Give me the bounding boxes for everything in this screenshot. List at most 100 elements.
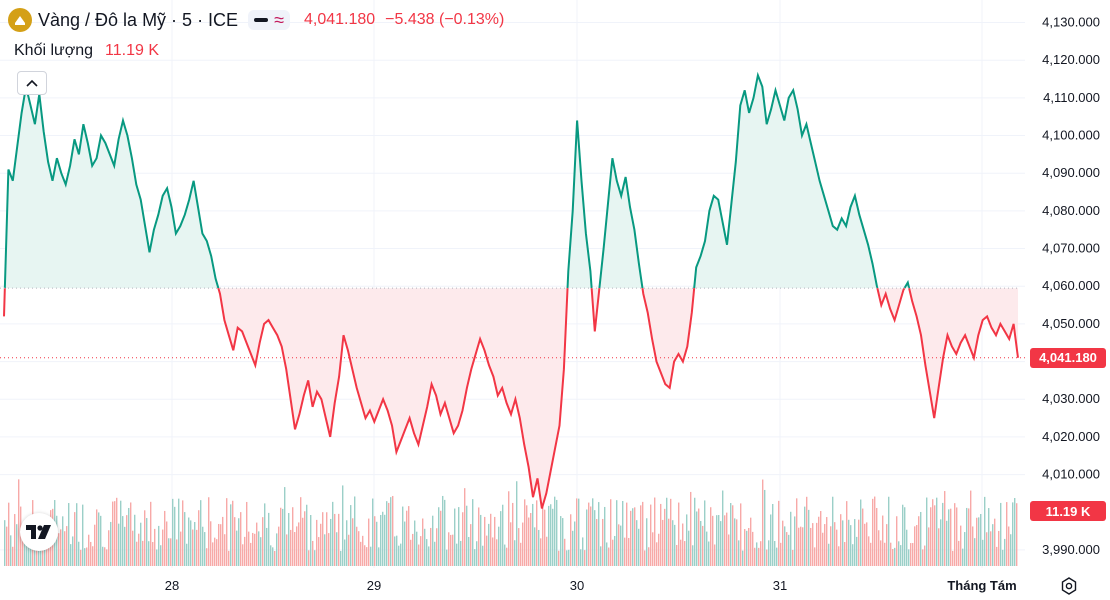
- volume-bar: [532, 503, 534, 566]
- volume-bar: [1016, 503, 1018, 566]
- volume-bar: [400, 543, 402, 566]
- volume-bar: [862, 508, 864, 566]
- volume-bar: [666, 497, 668, 566]
- volume-bar: [472, 499, 474, 566]
- volume-bar: [922, 549, 924, 566]
- volume-bar: [278, 526, 280, 566]
- volume-bar: [214, 537, 216, 566]
- volume-bar: [430, 527, 432, 566]
- volume-bar: [942, 502, 944, 566]
- volume-bar: [712, 515, 714, 566]
- volume-bar: [1006, 502, 1008, 566]
- volume-bar: [82, 504, 84, 566]
- volume-bar: [780, 542, 782, 566]
- volume-bar: [428, 546, 430, 566]
- volume-bar: [250, 542, 252, 566]
- volume-bar: [646, 518, 648, 566]
- volume-bar: [960, 525, 962, 566]
- volume-bar: [668, 518, 670, 566]
- volume-bar: [234, 517, 236, 566]
- volume-bar: [1004, 538, 1006, 566]
- volume-bar: [528, 517, 530, 566]
- volume-bar: [56, 515, 58, 566]
- volume-bar: [332, 501, 334, 566]
- volume-bar: [294, 532, 296, 566]
- volume-bar: [914, 526, 916, 566]
- volume-bar: [420, 536, 422, 566]
- settings-icon[interactable]: [1059, 576, 1079, 596]
- time-axis[interactable]: 28 29 30 31 Tháng Tám: [165, 578, 1017, 593]
- volume-label[interactable]: Khối lượng: [14, 42, 94, 59]
- volume-bar: [926, 497, 928, 566]
- volume-bar: [944, 491, 946, 566]
- price-line-up: [3, 71, 911, 289]
- volume-bar: [556, 499, 558, 566]
- volume-bar: [238, 518, 240, 566]
- volume-bar: [136, 541, 138, 566]
- volume-bar: [230, 504, 232, 566]
- volume-bar: [466, 505, 468, 566]
- volume-bar: [468, 537, 470, 566]
- volume-bar: [670, 498, 672, 566]
- volume-bar: [130, 502, 132, 566]
- volume-bar: [280, 507, 282, 566]
- volume-bar: [576, 498, 578, 566]
- volume-bar: [996, 546, 998, 566]
- y-tick-label: 4,020.000: [1042, 429, 1100, 444]
- volume-bar: [216, 539, 218, 566]
- y-tick-label: 4,030.000: [1042, 391, 1100, 406]
- volume-bar: [924, 545, 926, 566]
- symbol-title[interactable]: Vàng / Đô la Mỹ · 5 · ICE: [38, 9, 239, 30]
- volume-bar: [240, 512, 242, 566]
- y-tick-label: 4,060.000: [1042, 278, 1100, 293]
- gold-coin-icon: [8, 8, 32, 32]
- volume-bar: [816, 522, 818, 566]
- volume-bar: [176, 539, 178, 566]
- y-tick-label: 4,100.000: [1042, 128, 1100, 143]
- volume-bar: [380, 514, 382, 566]
- volume-bar: [628, 537, 630, 566]
- volume-bar: [426, 539, 428, 566]
- volume-bar: [790, 511, 792, 566]
- volume-bar: [750, 517, 752, 566]
- volume-bar: [882, 515, 884, 566]
- volume-bar: [952, 550, 954, 566]
- collapse-legend-button[interactable]: [17, 71, 47, 95]
- volume-bar: [292, 507, 294, 566]
- fill-above-baseline: [4, 75, 1018, 289]
- volume-bar: [826, 517, 828, 566]
- volume-bar: [650, 504, 652, 566]
- volume-bar: [544, 509, 546, 566]
- volume-bar: [326, 512, 328, 566]
- volume-bar: [610, 499, 612, 566]
- volume-bar: [202, 526, 204, 566]
- volume-bar: [490, 513, 492, 566]
- volume-bar: [322, 512, 324, 566]
- price-line-down: [3, 288, 1019, 509]
- volume-bar: [264, 503, 266, 566]
- volume-bar: [932, 499, 934, 566]
- volume-bar: [260, 537, 262, 566]
- wave-icon: ≈: [274, 10, 284, 30]
- volume-bar: [662, 519, 664, 566]
- volume-bar: [64, 531, 66, 566]
- volume-bar: [312, 540, 314, 566]
- volume-bar: [546, 536, 548, 566]
- volume-bar: [170, 538, 172, 566]
- chart-style-chip[interactable]: ≈: [248, 10, 290, 30]
- price-change-value: −5.438 (−0.13%): [385, 11, 505, 28]
- volume-bar: [648, 547, 650, 566]
- volume-bar: [848, 519, 850, 566]
- tradingview-logo-icon[interactable]: [20, 513, 58, 551]
- volume-bar: [1008, 526, 1010, 566]
- volume-bar: [798, 527, 800, 566]
- volume-bar: [706, 531, 708, 566]
- price-axis[interactable]: 3,990.0004,010.0004,020.0004,030.0004,04…: [1042, 15, 1100, 557]
- volume-bar: [74, 512, 76, 566]
- volume-bar: [142, 540, 144, 566]
- volume-bar: [334, 513, 336, 566]
- volume-bar: [934, 505, 936, 566]
- volume-bar: [1014, 498, 1016, 566]
- volume-bar: [198, 510, 200, 566]
